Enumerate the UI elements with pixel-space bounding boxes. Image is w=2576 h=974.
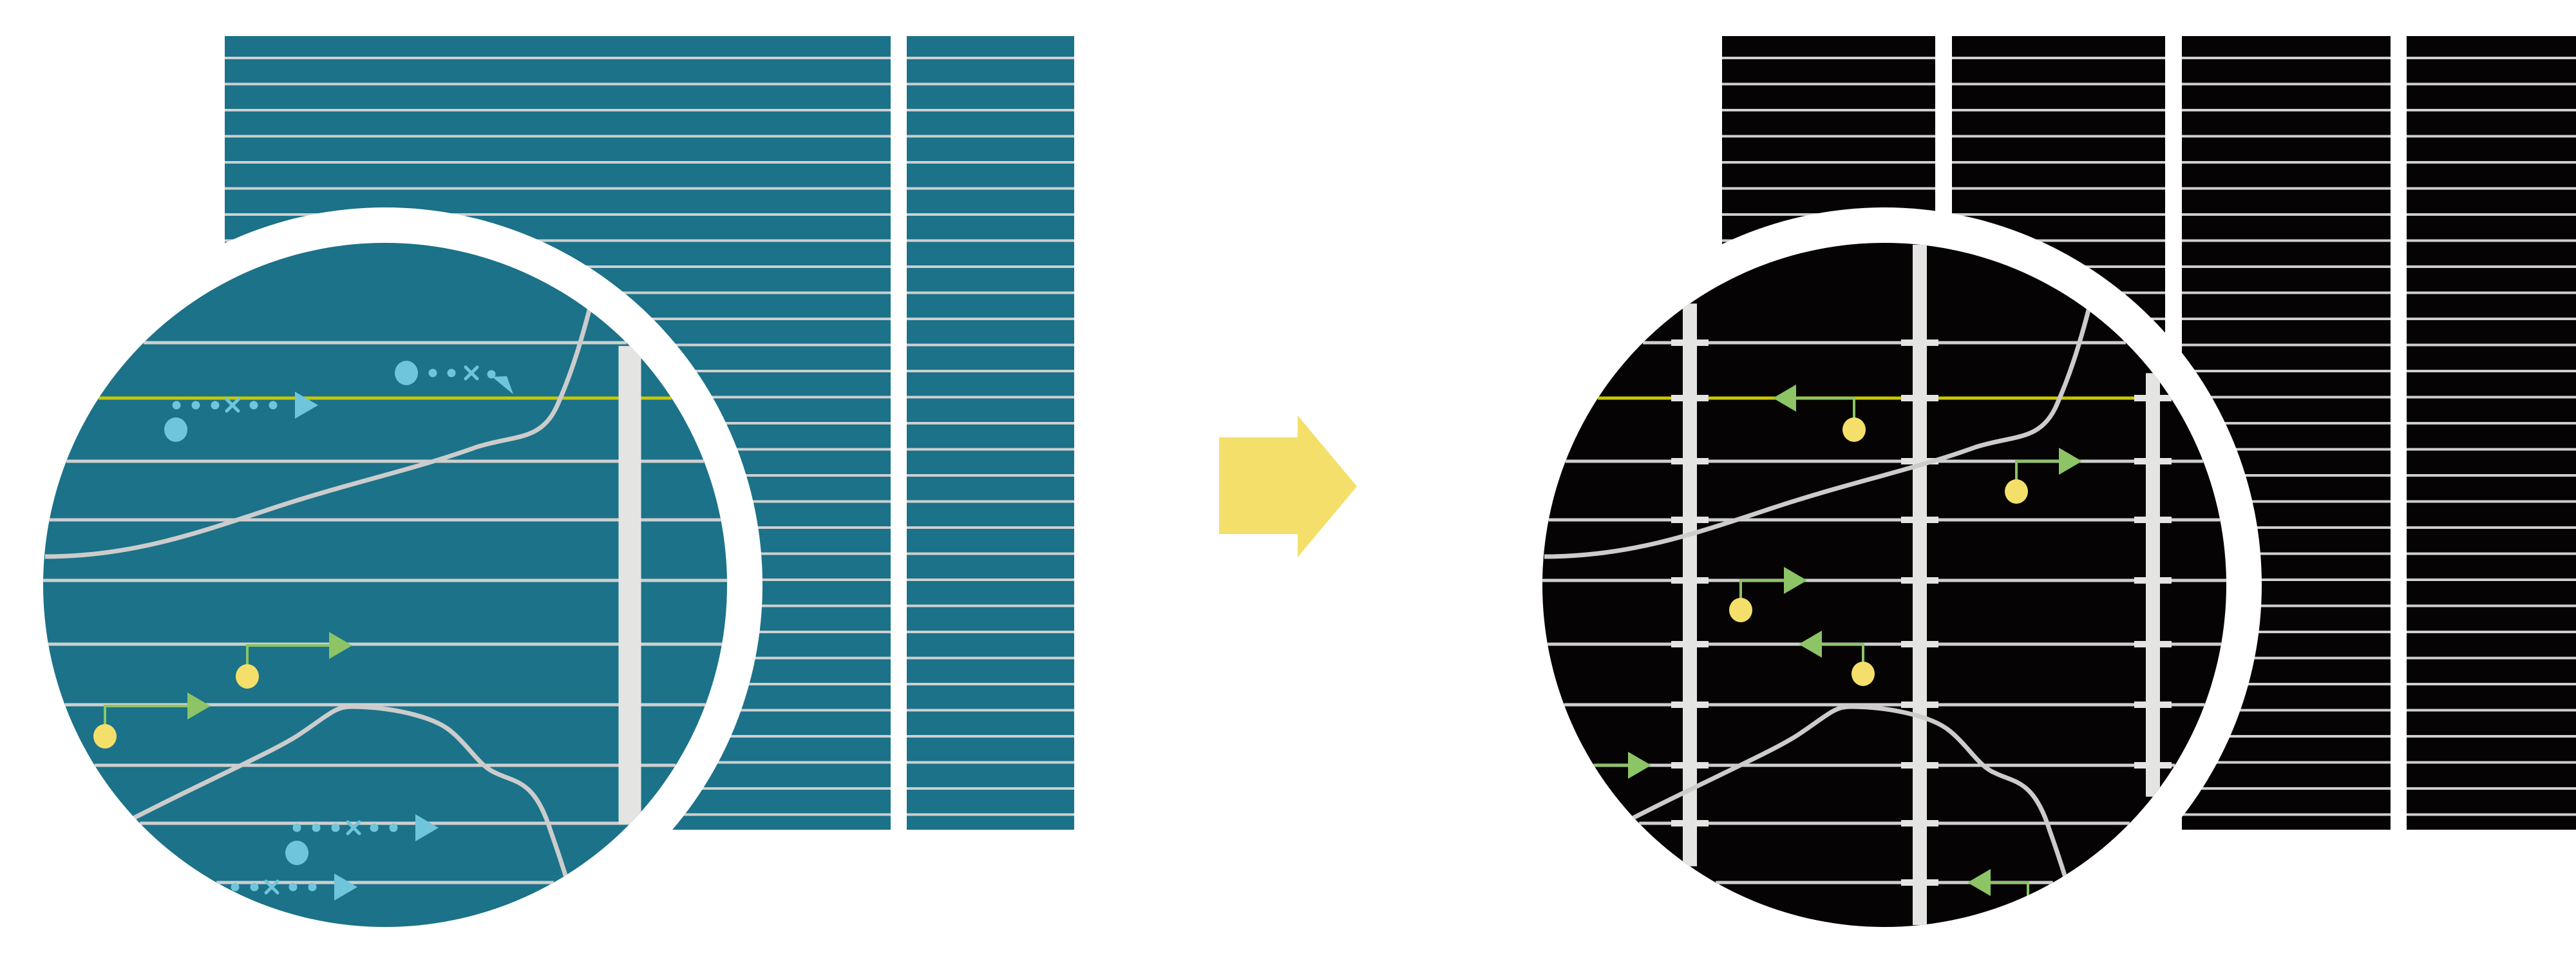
- arrow-head-icon: [329, 632, 352, 659]
- trail-dot: [172, 401, 181, 410]
- trail-dot: [428, 368, 437, 377]
- bar-tick: [2134, 458, 2172, 464]
- trail-dot: [331, 823, 340, 832]
- yellow-dot: [93, 724, 117, 749]
- bar-tick: [1901, 517, 1938, 523]
- trail-dot: [487, 370, 496, 379]
- grid-column: [907, 36, 1074, 830]
- trail-dot: [312, 823, 321, 832]
- green-arrow: [1729, 567, 1807, 622]
- blue-dot: [285, 841, 308, 865]
- curves: [44, 302, 594, 922]
- arrow-head-icon: [2059, 448, 2082, 475]
- green-arrow: [236, 632, 352, 689]
- x-mark-icon: [264, 879, 279, 895]
- x-mark-icon: [346, 820, 361, 836]
- green-arrow: [93, 692, 211, 749]
- trail-dot: [191, 401, 200, 410]
- bar-tick: [2134, 641, 2172, 647]
- bar-tick: [2134, 762, 2172, 769]
- green-arrow: [1773, 385, 1866, 442]
- trail-dot: [211, 401, 220, 410]
- trail-dot: [231, 883, 240, 892]
- arrow-head-icon: [415, 814, 439, 841]
- arrow-head-icon: [1628, 752, 1651, 779]
- trajectory-curve: [1588, 704, 2081, 922]
- transition-arrow: [1219, 415, 1357, 557]
- bar-tick: [1901, 339, 1938, 346]
- trail-dot: [269, 401, 278, 410]
- vertical-bar: [1683, 303, 1697, 866]
- yellow-dot: [236, 664, 259, 689]
- bar-tick: [1671, 395, 1709, 401]
- arrow-head-icon: [1784, 567, 1807, 594]
- bar-tick: [1671, 762, 1709, 769]
- bar-tick: [1671, 517, 1709, 523]
- bar-tick: [1901, 879, 1938, 886]
- bar-tick: [1671, 702, 1709, 708]
- vertical-bar: [2146, 373, 2160, 797]
- bar-tick: [1901, 641, 1938, 647]
- bar-tick: [1671, 641, 1709, 647]
- bar-tick: [2134, 702, 2172, 708]
- arrow-head-icon: [1773, 385, 1796, 412]
- magnifier-content: [43, 302, 727, 925]
- yellow-dot: [1729, 598, 1752, 622]
- arrow-head-icon: [492, 376, 513, 394]
- magnifier-lens: [43, 243, 727, 927]
- trail-dot: [447, 368, 456, 377]
- bar-tick: [1901, 762, 1938, 769]
- bar-tick: [1901, 458, 1938, 464]
- right-arrow-icon: [1219, 415, 1357, 557]
- magnifier-lens: [1542, 243, 2226, 927]
- vertical-bar: [1913, 244, 1927, 926]
- green-arrow: [2005, 448, 2082, 504]
- arrow-head-icon: [1967, 869, 1991, 896]
- yellow-dot: [1852, 662, 1875, 686]
- blue-dotted-arrow: [164, 392, 318, 442]
- bar-tick: [1901, 702, 1938, 708]
- bar-tick: [2134, 517, 2172, 523]
- bar-tick: [2134, 879, 2172, 886]
- yellow-dot: [1842, 417, 1866, 442]
- vertical-bar: [618, 346, 641, 824]
- before-magnifier: [8, 207, 762, 962]
- trail-dot: [370, 823, 379, 832]
- after-magnifier: [1507, 207, 2262, 962]
- trajectory-curve: [1544, 302, 2093, 559]
- bar-tick: [1901, 820, 1938, 826]
- arrow-head-icon: [334, 874, 357, 901]
- bar-tick: [1671, 577, 1709, 584]
- grid-column: [2407, 36, 2576, 830]
- bar-tick: [2134, 395, 2172, 401]
- blue-dotted-arrow: [395, 361, 513, 394]
- trail-dot: [308, 883, 317, 892]
- bar-tick: [1671, 458, 1709, 464]
- curves: [1544, 302, 2093, 922]
- bar-tick: [1671, 820, 1709, 826]
- arrow-head-icon: [1799, 631, 1822, 658]
- x-mark-icon: [464, 365, 479, 381]
- trail-dot: [250, 883, 259, 892]
- bar-tick: [1901, 395, 1938, 401]
- trajectory-curve: [89, 704, 582, 922]
- blue-dot: [395, 361, 418, 385]
- blue-dot: [164, 417, 187, 442]
- trail-dot: [389, 823, 398, 832]
- bar-tick: [1671, 339, 1709, 346]
- arrow-head-icon: [187, 692, 211, 720]
- arrow-head-icon: [295, 392, 318, 419]
- yellow-dot: [2005, 479, 2028, 504]
- bar-tick: [2134, 577, 2172, 584]
- green-arrow: [1799, 631, 1875, 686]
- trail-dot: [289, 883, 298, 892]
- blue-dotted-arrow: [285, 814, 439, 865]
- magnifier-content: [1542, 244, 2226, 926]
- bar-tick: [1901, 577, 1938, 584]
- trail-dot: [292, 823, 301, 832]
- x-mark-icon: [225, 397, 240, 413]
- trajectory-curve: [44, 302, 594, 559]
- trail-dot: [249, 401, 258, 410]
